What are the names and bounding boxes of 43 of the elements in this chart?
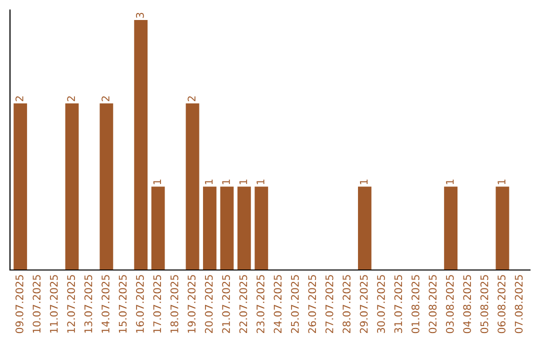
x-tick-label: 07.08.2025 [514, 275, 523, 334]
data-label: 1 [205, 180, 213, 184]
x-tick-label: 05.08.2025 [480, 275, 488, 334]
data-label: 1 [360, 180, 368, 184]
x-tick-label: 18.07.2025 [170, 275, 178, 333]
x-tick-label: 13.07.2025 [84, 275, 92, 333]
x-tick-label: 12.07.2025 [67, 275, 76, 333]
x-tick-label: 01.08.2025 [412, 275, 420, 334]
data-label: 1 [153, 180, 161, 184]
data-label: 2 [102, 96, 110, 102]
x-tick-label: 20.07.2025 [204, 275, 213, 334]
x-tick-label: 23.07.2025 [256, 275, 264, 334]
x-tick-label: 29.07.2025 [360, 275, 368, 334]
x-tick-label: 21.07.2025 [222, 275, 230, 334]
x-tick-label: 03.08.2025 [446, 275, 454, 334]
data-label: 1 [498, 180, 506, 184]
x-tick-label: 09.07.2025 [15, 275, 24, 334]
data-label: 2 [67, 96, 75, 102]
data-label: 1 [256, 180, 264, 184]
x-tick-label: 30.07.2025 [377, 275, 385, 334]
x-tick-label: 25.07.2025 [290, 275, 299, 334]
x-tick-label: 16.07.2025 [136, 275, 144, 333]
x-tick-label: 26.07.2025 [308, 275, 316, 334]
x-tick-label: 22.07.2025 [239, 275, 248, 334]
data-label: 1 [446, 180, 454, 184]
x-tick-label: 10.07.2025 [32, 275, 41, 333]
data-label: 1 [222, 180, 230, 184]
data-label: 1 [239, 180, 248, 184]
x-tick-label: 11.07.2025 [50, 275, 58, 333]
data-label: 3 [136, 12, 144, 18]
x-tick-label: 02.08.2025 [428, 275, 437, 334]
x-tick-label: 31.07.2025 [394, 275, 402, 334]
x-tick-label: 27.07.2025 [325, 275, 334, 334]
x-tick-label: 17.07.2025 [153, 275, 162, 333]
x-tick-label: 14.07.2025 [102, 275, 110, 333]
data-label: 2 [188, 96, 196, 102]
x-tick-label: 19.07.2025 [188, 275, 196, 333]
x-tick-label: 06.08.2025 [498, 275, 506, 334]
x-tick-label: 15.07.2025 [118, 275, 127, 333]
x-tick-label: 04.08.2025 [463, 275, 472, 334]
x-tick-label: 24.07.2025 [274, 275, 282, 334]
data-label: 2 [15, 96, 24, 102]
x-tick-label: 28.07.2025 [342, 275, 351, 334]
